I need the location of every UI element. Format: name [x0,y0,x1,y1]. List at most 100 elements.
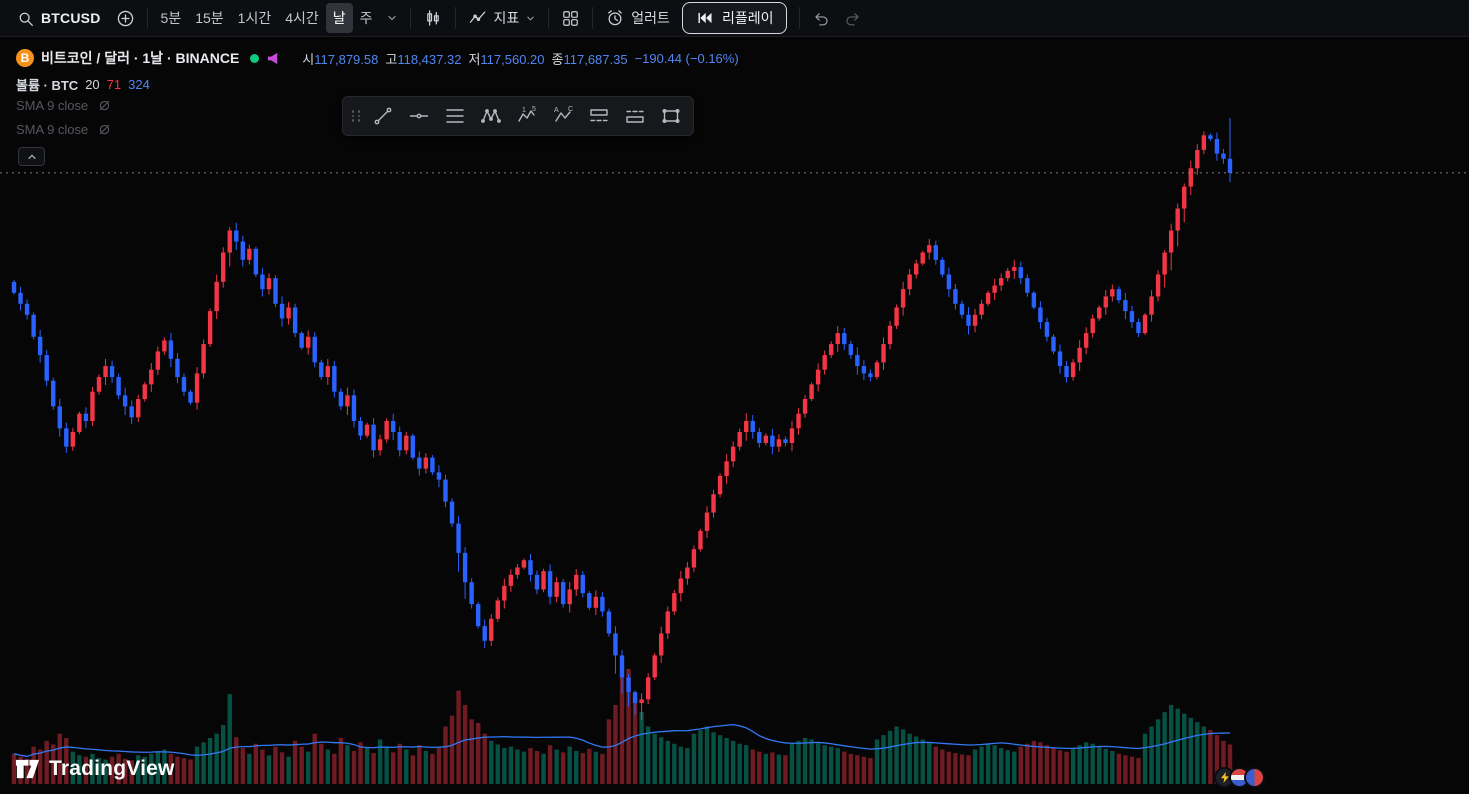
volume-value-red: 71 [106,77,122,92]
divider [454,7,456,29]
svg-text:1: 1 [522,107,526,114]
alert-label: 얼러트 [631,10,670,26]
indicators-label: 지표 [493,10,520,26]
legend-main-row[interactable]: B 비트코인 / 달러 · 1날 · BINANCE 시117,879.58 고… [16,48,739,68]
trend-line-icon [374,107,392,125]
sma-label: SMA 9 close [16,98,89,113]
volume-label: 볼륨 · BTC [16,78,79,93]
candlestick-chart-icon [426,10,439,26]
alert-button[interactable]: 얼러트 [599,3,676,33]
chevron-down-icon [527,16,535,20]
megaphone-icon[interactable] [266,51,281,66]
chevron-down-icon [387,15,396,21]
divider [799,7,801,29]
replay-label: 리플레이 [721,10,774,26]
undo-icon [815,12,829,25]
high-label: 고118,437.32 [385,49,461,68]
tool-horizontal-line[interactable] [401,100,437,132]
chart-pane: B 비트코인 / 달러 · 1날 · BINANCE 시117,879.58 고… [0,36,1469,794]
change-value: −190.44 (−0.16%) [634,50,739,66]
interval-15m[interactable]: 15분 [188,3,230,33]
low-value: 117,560.20 [480,51,545,67]
legend-sma-row-1[interactable]: SMA 9 close [16,98,112,113]
tradingview-watermark[interactable]: TradingView [14,755,175,782]
grid-layout-icon [563,10,579,26]
open-key: 시 [302,51,315,67]
divider [409,7,411,29]
market-open-dot-icon [250,53,260,63]
top-toolbar: BTCUSD 5분 15분 1시간 4시간 날 주 지표 [0,0,1469,37]
undo-button[interactable] [806,4,837,33]
candlestick-chart[interactable] [0,36,1469,794]
interval-menu-button[interactable] [380,7,404,29]
tool-fib-retracement[interactable] [437,100,473,132]
symbol-search-button[interactable]: BTCUSD [8,6,110,31]
high-value: 118,437.32 [397,51,462,67]
volume-value-blue: 324 [128,77,150,92]
lightning-icon [1220,772,1229,783]
divider [548,7,550,29]
watermark-text: TradingView [49,756,175,780]
high-key: 고 [385,51,398,67]
svg-text:A: A [554,107,559,114]
flag-badge-2[interactable] [1244,767,1265,788]
tool-short-position[interactable] [617,100,653,132]
chevron-up-icon [27,153,36,159]
divider [146,7,148,29]
search-icon [19,12,33,26]
legend-sma-row-2[interactable]: SMA 9 close [16,122,112,137]
legend-collapse-button[interactable] [18,147,45,166]
indicators-button[interactable]: 지표 [462,3,543,33]
svg-text:5: 5 [532,106,536,113]
interval-1h[interactable]: 1시간 [231,3,279,33]
short-position-icon [626,110,644,123]
alarm-clock-icon [608,10,623,26]
close-value: 117,687.35 [563,51,628,67]
drag-handle[interactable] [350,103,362,129]
long-position-icon [590,109,608,122]
eye-off-icon[interactable] [97,98,112,113]
rectangle-icon [662,108,680,123]
horizontal-line-icon [409,113,429,119]
interval-4h[interactable]: 4시간 [278,3,326,33]
tool-trend-line[interactable] [365,100,401,132]
volume-ma-length: 20 [85,77,100,92]
interval-1w[interactable]: 주 [353,3,380,33]
redo-button[interactable] [837,4,868,33]
tool-xabcd-pattern[interactable] [473,100,509,132]
close-key: 종 [551,51,564,67]
indicators-icon [469,11,485,23]
low-key: 저 [468,51,481,67]
replay-icon [698,12,712,24]
layout-button[interactable] [555,4,586,33]
eye-off-icon[interactable] [97,122,112,137]
plus-circle-icon [117,10,133,26]
bitcoin-icon: B [16,49,34,67]
symbol-title: 비트코인 / 달러 · 1날 · BINANCE [41,50,240,66]
tradingview-logo-icon [15,759,40,779]
interval-1d-selected[interactable]: 날 [325,3,353,33]
tool-rectangle[interactable] [653,100,689,132]
svg-text:C: C [568,106,573,113]
redo-icon [846,12,860,25]
xabcd-pattern-icon [481,109,501,123]
open-label: 시117,879.58 [302,49,378,68]
fib-retracement-icon [446,109,464,123]
chart-style-button[interactable] [417,3,449,33]
legend-volume-row[interactable]: 볼륨 · BTC 20 71 324 [16,75,150,94]
close-label: 종117,687.35 [552,49,628,68]
community-badges [1214,767,1265,788]
compare-add-button[interactable] [110,4,141,33]
open-value: 117,879.58 [314,51,379,67]
symbol-label: BTCUSD [41,10,101,26]
interval-5m[interactable]: 5분 [154,3,189,33]
tool-long-position[interactable] [581,100,617,132]
replay-button[interactable]: 리플레이 [681,2,788,34]
low-label: 저117,560.20 [468,49,544,68]
divider [592,7,594,29]
